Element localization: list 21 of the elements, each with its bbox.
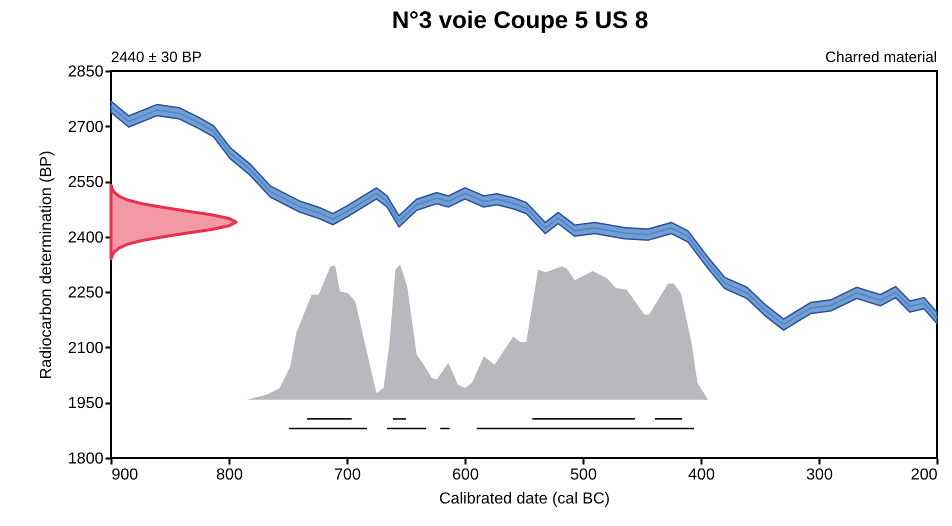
y-tick-label: 1800: [68, 450, 104, 468]
x-tick-label: 200: [910, 466, 938, 484]
y-tick-label: 2850: [68, 64, 104, 80]
y-tick-label: 2100: [68, 340, 104, 357]
x-axis-title: Calibrated date (cal BC): [439, 490, 610, 508]
y-axis-title: Radiocarbon determination (BP): [38, 150, 55, 380]
y-tick-label: 2550: [68, 174, 104, 192]
x-tick-label: 700: [334, 466, 361, 484]
x-tick-label: 800: [216, 466, 243, 484]
text: 2440 ± 30 BP: [111, 49, 202, 66]
x-tick-label: 500: [570, 466, 597, 484]
text: Charred material: [825, 49, 937, 66]
x-tick-label: 400: [688, 466, 715, 484]
y-tick-label: 2250: [68, 284, 104, 302]
y-tick-label: 2700: [68, 118, 104, 136]
x-tick-label: 300: [806, 466, 833, 484]
x-tick-label: 900: [112, 466, 138, 484]
y-tick-label: 1950: [68, 395, 104, 412]
y-tick-label: 2400: [68, 229, 104, 246]
x-tick-label: 600: [452, 466, 479, 484]
chart-title: N°3 voie Coupe 5 US 8: [392, 7, 648, 34]
